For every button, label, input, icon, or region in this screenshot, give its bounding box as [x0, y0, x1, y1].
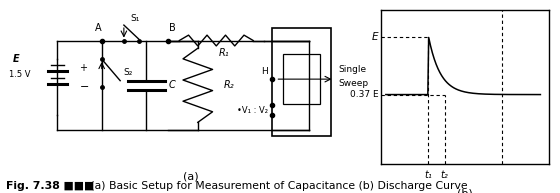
Text: Fig. 7.38 ■■■: Fig. 7.38 ■■■: [6, 181, 94, 191]
Text: A: A: [95, 23, 101, 33]
Text: −: −: [80, 82, 89, 92]
Text: R₁: R₁: [218, 48, 229, 58]
Text: (b): (b): [457, 189, 473, 193]
Text: Sweep: Sweep: [338, 79, 368, 88]
Text: S₁: S₁: [130, 14, 139, 23]
Text: 1.5 V: 1.5 V: [10, 70, 31, 79]
Text: C: C: [168, 80, 175, 90]
Bar: [272, 28, 331, 136]
Text: H: H: [262, 67, 268, 76]
Text: Single: Single: [338, 65, 366, 74]
Text: +: +: [80, 63, 87, 73]
Text: E: E: [13, 54, 20, 64]
Text: t₁: t₁: [424, 170, 432, 180]
Text: (a) Basic Setup for Measurement of Capacitance (b) Discharge Curve: (a) Basic Setup for Measurement of Capac…: [87, 181, 468, 191]
Text: (a): (a): [183, 171, 198, 181]
Bar: [283, 54, 320, 104]
Text: t₂: t₂: [441, 170, 449, 180]
Text: B: B: [169, 23, 175, 33]
Text: 0.37 E: 0.37 E: [349, 90, 379, 99]
Text: R₂: R₂: [223, 80, 234, 90]
Text: •V₁ : V₂: •V₁ : V₂: [237, 106, 268, 114]
Text: E: E: [372, 32, 379, 42]
Text: S₂: S₂: [124, 69, 133, 77]
